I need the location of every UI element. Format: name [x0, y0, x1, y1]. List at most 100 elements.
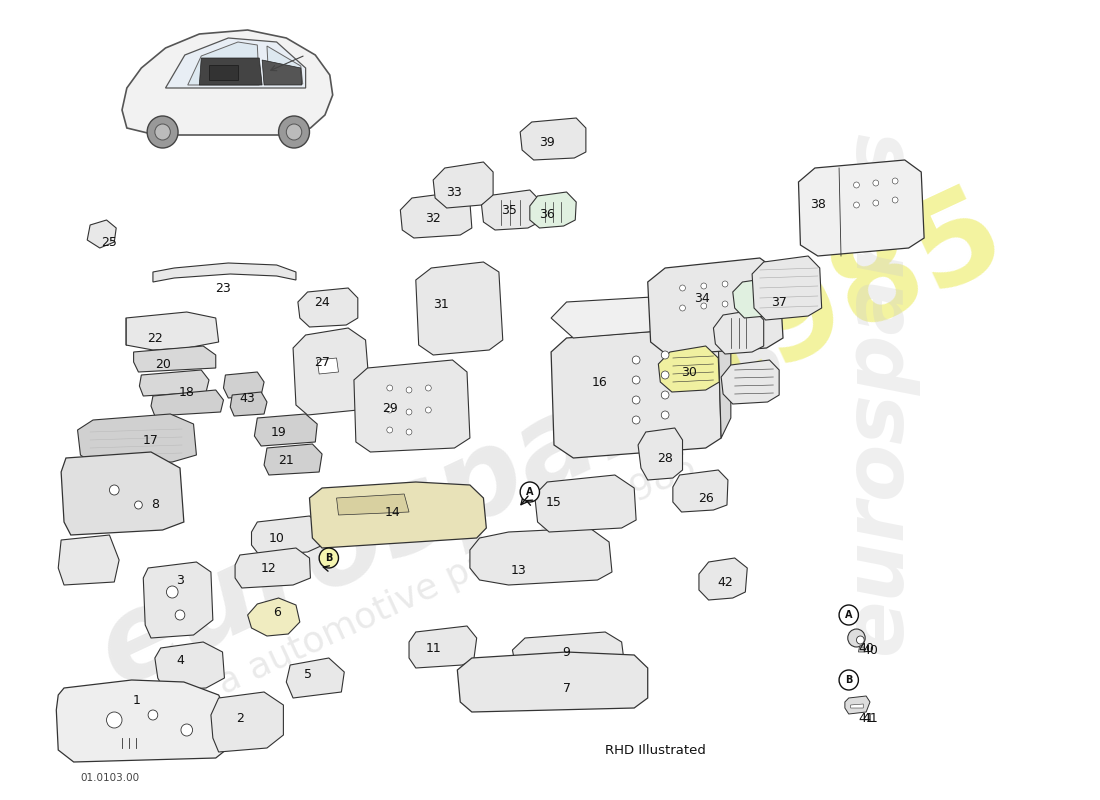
Polygon shape	[235, 548, 310, 588]
Text: 37: 37	[771, 295, 788, 309]
Polygon shape	[354, 360, 470, 452]
Circle shape	[839, 670, 858, 690]
Text: 8: 8	[151, 498, 158, 511]
Text: 5: 5	[304, 669, 311, 682]
Text: B: B	[845, 675, 853, 685]
Polygon shape	[230, 392, 267, 416]
Text: 26: 26	[697, 491, 714, 505]
Polygon shape	[298, 288, 358, 327]
Text: 21: 21	[278, 454, 294, 466]
Polygon shape	[122, 30, 332, 135]
Circle shape	[722, 301, 728, 307]
Text: 35: 35	[500, 203, 517, 217]
Circle shape	[661, 371, 669, 379]
Polygon shape	[309, 482, 486, 548]
Polygon shape	[155, 642, 224, 690]
Circle shape	[854, 182, 859, 188]
Polygon shape	[78, 414, 197, 465]
Circle shape	[109, 485, 119, 495]
Polygon shape	[264, 444, 322, 475]
Circle shape	[387, 385, 393, 391]
Polygon shape	[458, 652, 648, 712]
Text: 12: 12	[261, 562, 277, 574]
Polygon shape	[133, 346, 216, 372]
Polygon shape	[58, 535, 119, 585]
Text: 3: 3	[176, 574, 184, 586]
Polygon shape	[659, 346, 719, 392]
Text: RHD Illustrated: RHD Illustrated	[605, 743, 706, 757]
Circle shape	[839, 605, 858, 625]
Polygon shape	[400, 192, 472, 238]
Polygon shape	[87, 220, 117, 248]
Polygon shape	[211, 692, 284, 752]
Circle shape	[857, 636, 865, 644]
Polygon shape	[188, 42, 260, 85]
Polygon shape	[165, 38, 306, 88]
Polygon shape	[416, 262, 503, 355]
Text: 4: 4	[176, 654, 184, 666]
Text: A: A	[845, 610, 853, 620]
Circle shape	[387, 427, 393, 433]
Text: 40: 40	[858, 642, 874, 654]
Text: 31: 31	[433, 298, 449, 311]
Text: 24: 24	[315, 295, 330, 309]
Circle shape	[632, 376, 640, 384]
Text: 14: 14	[385, 506, 400, 518]
Polygon shape	[151, 390, 223, 416]
Circle shape	[148, 710, 157, 720]
Text: 22: 22	[147, 331, 163, 345]
Polygon shape	[125, 312, 219, 350]
Circle shape	[873, 200, 879, 206]
Circle shape	[182, 724, 192, 736]
Text: 40: 40	[862, 643, 878, 657]
Circle shape	[661, 351, 669, 359]
Polygon shape	[337, 494, 409, 515]
Text: 41: 41	[858, 711, 874, 725]
Polygon shape	[520, 118, 586, 160]
Circle shape	[319, 548, 339, 568]
Circle shape	[134, 501, 142, 509]
Circle shape	[722, 281, 728, 287]
Circle shape	[406, 387, 411, 393]
Text: 32: 32	[426, 211, 441, 225]
Circle shape	[632, 396, 640, 404]
Text: 16: 16	[592, 375, 607, 389]
Polygon shape	[722, 360, 779, 404]
Polygon shape	[799, 160, 924, 256]
Circle shape	[286, 124, 301, 140]
Text: a automotive parts site 1985: a automotive parts site 1985	[212, 449, 702, 702]
Polygon shape	[286, 658, 344, 698]
Polygon shape	[199, 58, 262, 85]
Circle shape	[147, 116, 178, 148]
Circle shape	[426, 385, 431, 391]
Polygon shape	[752, 256, 822, 320]
Polygon shape	[140, 370, 209, 396]
Circle shape	[520, 482, 539, 502]
Text: 13: 13	[510, 563, 526, 577]
Circle shape	[854, 202, 859, 208]
Polygon shape	[845, 696, 870, 714]
Text: 1: 1	[133, 694, 141, 706]
Polygon shape	[153, 263, 296, 282]
Polygon shape	[267, 46, 303, 84]
Text: 36: 36	[539, 209, 556, 222]
Polygon shape	[850, 704, 864, 708]
Polygon shape	[470, 528, 612, 585]
Text: 9: 9	[562, 646, 571, 658]
Text: 20: 20	[155, 358, 170, 371]
Text: 34: 34	[694, 291, 710, 305]
Text: 19: 19	[271, 426, 286, 438]
Circle shape	[406, 409, 411, 415]
Text: 29: 29	[382, 402, 397, 414]
Text: 23: 23	[214, 282, 230, 294]
Text: A: A	[526, 487, 534, 497]
Circle shape	[701, 303, 706, 309]
Circle shape	[680, 305, 685, 311]
Circle shape	[166, 586, 178, 598]
Text: eurospares: eurospares	[837, 126, 918, 654]
Polygon shape	[56, 680, 230, 762]
Polygon shape	[317, 358, 339, 374]
Circle shape	[873, 180, 879, 186]
Text: 39: 39	[539, 135, 556, 149]
Polygon shape	[718, 325, 730, 438]
